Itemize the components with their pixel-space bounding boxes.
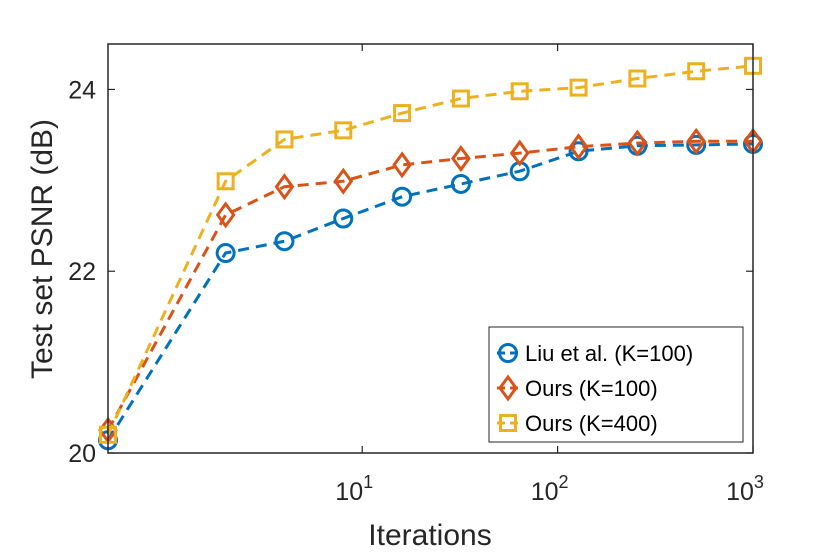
legend: Liu et al. (K=100) Ours (K=100) Ours (K=40… (488, 326, 744, 443)
data-point-marker (274, 173, 295, 201)
data-point-marker (275, 130, 294, 149)
x-tick-label-exponent: 2 (559, 472, 569, 492)
data-point-marker (392, 186, 413, 207)
x-tick-label-exponent: 3 (754, 472, 764, 492)
data-point-marker (686, 127, 707, 155)
data-point-marker (509, 139, 530, 167)
data-point-marker (627, 129, 648, 157)
x-axis-label: Iterations (368, 519, 491, 552)
legend-marker (498, 374, 518, 402)
data-point-marker (451, 144, 471, 173)
data-point-marker (216, 172, 235, 191)
data-point-marker (392, 151, 412, 179)
x-tick-label-base: 10 (726, 478, 754, 506)
data-point-marker (333, 167, 354, 195)
data-point-marker (215, 243, 236, 264)
data-point-marker (451, 89, 470, 108)
legend-box (488, 326, 744, 443)
series-line (106, 139, 753, 432)
data-point-marker (333, 208, 354, 229)
x-tick-label: 101 (335, 472, 373, 506)
data-point-marker (450, 173, 471, 194)
x-tick-label: 102 (531, 472, 569, 506)
series-layer (98, 56, 763, 451)
data-point-marker (687, 62, 706, 81)
data-point-marker (334, 121, 353, 140)
plot-area-frame (107, 43, 754, 454)
data-point-marker (510, 82, 529, 101)
data-point-marker (274, 231, 295, 252)
legend-label: Ours (K=100) (525, 376, 658, 401)
data-point-marker (568, 133, 589, 161)
legend-marker (498, 343, 518, 363)
data-point-marker (393, 104, 412, 123)
x-tick-label-exponent: 1 (363, 472, 373, 492)
x-tick-label: 103 (726, 472, 764, 506)
series-line (106, 64, 754, 436)
y-tick-label: 22 (68, 258, 96, 286)
data-point-marker (215, 201, 236, 229)
data-point-marker (569, 78, 588, 97)
x-tick-label-base: 10 (335, 478, 363, 506)
data-point-marker (628, 69, 647, 88)
y-tick-label: 20 (68, 440, 96, 468)
legend-label: Liu et al. (K=100) (525, 341, 693, 366)
legend-marker (499, 414, 517, 432)
series-line (106, 142, 754, 442)
x-tick-label-base: 10 (531, 478, 559, 506)
legend-label: Ours (K=400) (525, 411, 658, 436)
y-tick-label: 24 (68, 76, 96, 104)
y-axis-label: Test set PSNR (dB) (26, 119, 59, 379)
